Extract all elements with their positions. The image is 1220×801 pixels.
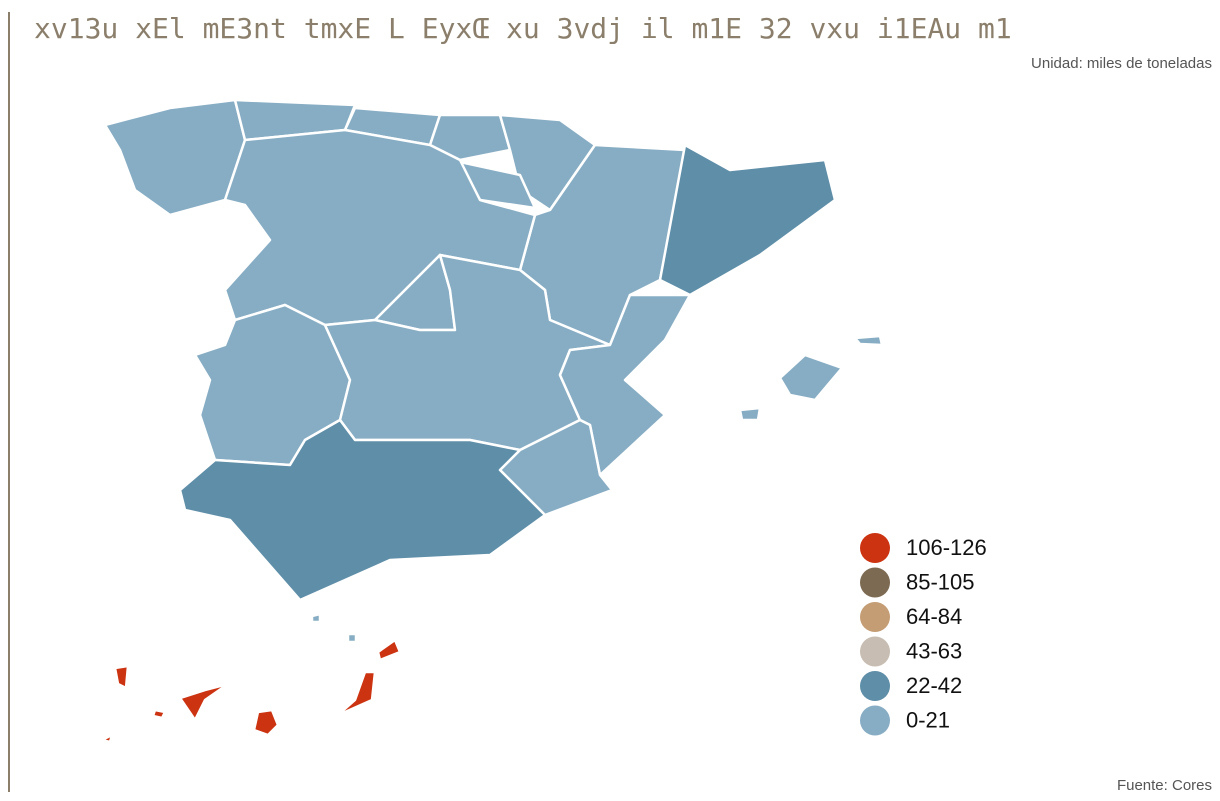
legend-swatch [860, 533, 890, 563]
subtitle: Unidad: miles de toneladas [1031, 55, 1212, 72]
regions [100, 98, 884, 744]
legend-swatch [860, 602, 890, 632]
legend-label: 64-84 [906, 604, 962, 629]
source: Fuente: Cores [1117, 777, 1212, 794]
region [558, 293, 692, 477]
legend-label: 43-63 [906, 638, 962, 663]
legend-swatch [860, 636, 890, 667]
legend-swatch [860, 705, 890, 736]
legend: 106-126 85-105 64-84 43-63 22-42 0-21 [860, 533, 987, 736]
title: xv13u xEl mE3nt tmxE L EyxŒ xu 3vdj il m… [34, 12, 1012, 45]
region [310, 612, 358, 644]
region [738, 334, 884, 422]
region [428, 113, 512, 162]
region [100, 638, 402, 744]
legend-label: 22-42 [906, 673, 962, 698]
region [658, 143, 837, 297]
legend-label: 85-105 [906, 569, 975, 594]
region [103, 98, 247, 217]
legend-label: 106-126 [906, 535, 987, 560]
region [178, 418, 547, 602]
legend-label: 0-21 [906, 707, 950, 732]
legend-swatch [860, 567, 890, 598]
legend-swatch [860, 671, 890, 701]
